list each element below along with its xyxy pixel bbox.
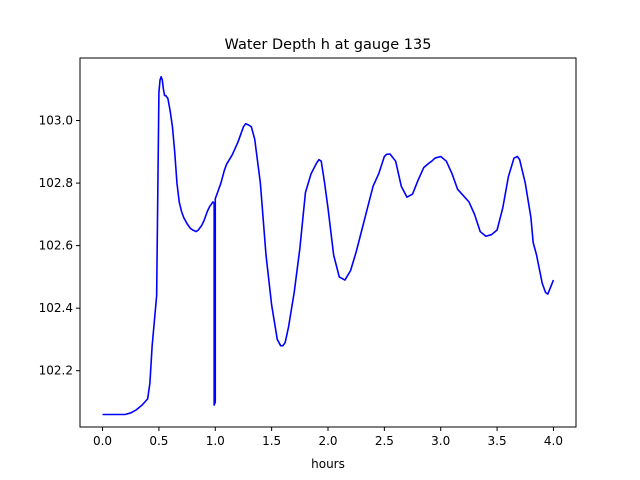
chart-title: Water Depth h at gauge 135 bbox=[225, 37, 432, 53]
axes-frame bbox=[79, 57, 577, 428]
x-tick-label: 1.0 bbox=[206, 434, 225, 448]
y-tick-label: 103.0 bbox=[39, 114, 73, 128]
x-tick-label: 3.0 bbox=[431, 434, 450, 448]
y-tick-label: 102.8 bbox=[39, 176, 73, 190]
x-axis-label: hours bbox=[311, 457, 345, 471]
x-axis-ticks: 0.0 0.5 1.0 1.5 2.0 2.5 3.0 3.5 4.0 bbox=[93, 427, 563, 448]
plot-area bbox=[79, 57, 577, 428]
y-tick-label: 102.6 bbox=[39, 239, 73, 253]
y-tick-label: 102.2 bbox=[39, 364, 73, 378]
x-tick-label: 2.5 bbox=[375, 434, 394, 448]
y-tick-label: 102.4 bbox=[39, 301, 73, 315]
x-tick-label: 3.5 bbox=[488, 434, 507, 448]
x-tick-label: 0.5 bbox=[149, 434, 168, 448]
x-tick-label: 4.0 bbox=[544, 434, 563, 448]
water-depth-series-line bbox=[102, 75, 555, 416]
x-tick-label: 0.0 bbox=[93, 434, 112, 448]
y-axis-ticks: 102.2 102.4 102.6 102.8 103.0 bbox=[39, 114, 80, 378]
x-tick-label: 2.0 bbox=[318, 434, 337, 448]
x-tick-label: 1.5 bbox=[262, 434, 281, 448]
